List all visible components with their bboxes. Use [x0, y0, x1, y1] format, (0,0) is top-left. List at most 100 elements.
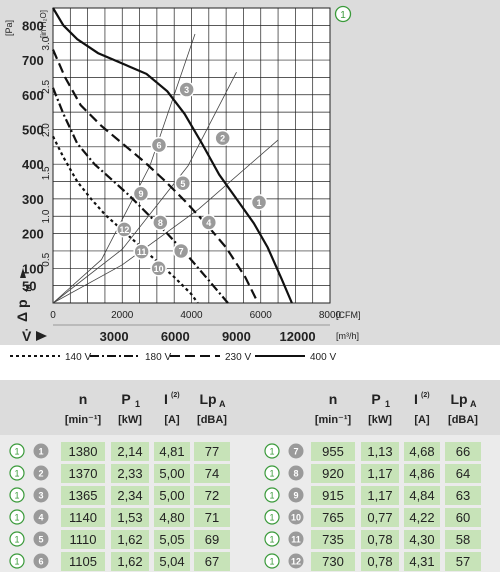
row-curve-badge [9, 487, 25, 503]
operating-point-marker: 6 [150, 136, 168, 154]
cell-speed-bg [61, 464, 105, 483]
x-tick-label-cfm: 2000 [111, 310, 134, 321]
row-point-marker [33, 509, 49, 525]
cell-power-bg [361, 464, 399, 483]
row-curve-badge [9, 531, 25, 547]
x-tick-label-cfm: 4000 [180, 310, 203, 321]
cell-power-bg [361, 442, 399, 461]
row-point-marker [33, 487, 49, 503]
header-n: n [79, 391, 88, 407]
y-axis-arrow-icon [20, 268, 26, 278]
row-point-label: 9 [293, 491, 298, 501]
operating-point-marker: 12 [116, 221, 133, 238]
cell-speed: 955 [322, 444, 344, 459]
cell-current-bg [404, 530, 440, 549]
legend-label: 180 V [145, 352, 171, 363]
cell-power: 1,17 [367, 466, 392, 481]
curve-id-badge-label: 1 [340, 10, 346, 21]
operating-point-circle [172, 242, 190, 260]
row-curve-badge [264, 509, 280, 525]
cell-speed-bg [61, 530, 105, 549]
operating-point-marker: 1 [250, 194, 268, 211]
row-point-label: 1 [38, 447, 43, 457]
row-point-label: 5 [38, 535, 43, 545]
operating-point-circle [250, 194, 268, 211]
cell-current-bg [154, 464, 190, 483]
row-curve-badge [9, 443, 25, 459]
row-point-marker [33, 553, 49, 569]
operating-point-circle [150, 260, 167, 277]
operating-point-marker: 4 [200, 214, 218, 231]
cell-sound-level-bg [445, 530, 481, 549]
row-curve-badge-label: 1 [269, 447, 274, 457]
cell-sound-level: 57 [456, 554, 470, 569]
plot-frame [52, 7, 331, 304]
header-i: I [414, 391, 418, 407]
cell-power-bg [361, 530, 399, 549]
cell-current: 5,04 [159, 554, 184, 569]
cell-sound-level-bg [445, 464, 481, 483]
header-lp: Lp [199, 391, 216, 407]
cell-current: 4,80 [159, 510, 184, 525]
header-p: P [121, 391, 130, 407]
cell-speed: 735 [322, 532, 344, 547]
cell-speed: 1105 [69, 554, 97, 569]
operating-point-label: 10 [154, 264, 164, 274]
y-tick-label-pa: 200 [22, 227, 44, 242]
cell-power-bg [111, 442, 149, 461]
operating-point-label: 8 [158, 218, 163, 228]
cell-power: 1,62 [117, 532, 142, 547]
row-point-label: 6 [38, 557, 43, 567]
curve-id-badge [334, 5, 352, 23]
cell-speed-bg [311, 464, 355, 483]
x-axis-arrow-icon [36, 331, 47, 341]
legend-label: 230 V [225, 352, 251, 363]
cell-power-bg [361, 508, 399, 527]
header-p-sub: 1 [385, 399, 390, 409]
cell-speed-bg [311, 508, 355, 527]
header-i-unit: [A] [414, 414, 430, 426]
cell-power-bg [361, 552, 399, 571]
row-curve-badge-label: 1 [14, 447, 19, 457]
header-lp-sub: A [219, 399, 226, 409]
legend-label: 400 V [310, 352, 336, 363]
x-unit-m3h: [m³/h] [336, 331, 359, 341]
cell-current-bg [404, 442, 440, 461]
y-tick-label-pa: 300 [22, 192, 44, 207]
system-resistance-line [52, 72, 237, 304]
row-point-label: 7 [293, 447, 298, 457]
row-curve-badge [9, 509, 25, 525]
operating-point-label: 6 [156, 141, 161, 151]
cell-power-bg [111, 530, 149, 549]
y-tick-label-inh2o: 1.5 [41, 166, 52, 180]
cell-power: 1,62 [117, 554, 142, 569]
cell-power: 0,77 [367, 510, 392, 525]
row-curve-badge [264, 553, 280, 569]
cell-sound-level-bg [445, 442, 481, 461]
operating-point-label: 2 [220, 134, 225, 144]
operating-point-circle [214, 129, 231, 147]
cell-sound-level-bg [445, 552, 481, 571]
y-tick-label-pa: 50 [22, 279, 36, 294]
y-tick-label-inh2o: 1.0 [41, 209, 52, 223]
cell-sound-level: 74 [205, 466, 219, 481]
cell-sound-level: 71 [205, 510, 219, 525]
table-header-bg [0, 380, 500, 435]
row-point-label: 10 [291, 513, 301, 523]
x-tick-label-m3h: 9000 [222, 329, 251, 344]
row-curve-badge-label: 1 [269, 513, 274, 523]
cell-speed: 1370 [69, 466, 98, 481]
system-resistance-line [52, 139, 279, 304]
cell-power: 2,14 [117, 444, 142, 459]
cell-sound-level: 60 [456, 510, 470, 525]
y-tick-label-inh2o: 3.0 [41, 36, 52, 50]
cell-current-bg [404, 552, 440, 571]
x-tick-label-cfm: 6000 [250, 310, 273, 321]
cell-sound-level: 58 [456, 532, 470, 547]
table-svg: n[min⁻¹]P 1[kW]I (2)[A]Lp A[dBA]1 1 1380 2,14 4… [0, 380, 500, 572]
operating-point-marker: 8 [152, 214, 169, 231]
row-curve-badge-label: 1 [14, 491, 19, 501]
operating-point-circle [178, 81, 195, 98]
cell-current: 5,05 [159, 532, 184, 547]
fan-curve-180v [51, 87, 229, 304]
